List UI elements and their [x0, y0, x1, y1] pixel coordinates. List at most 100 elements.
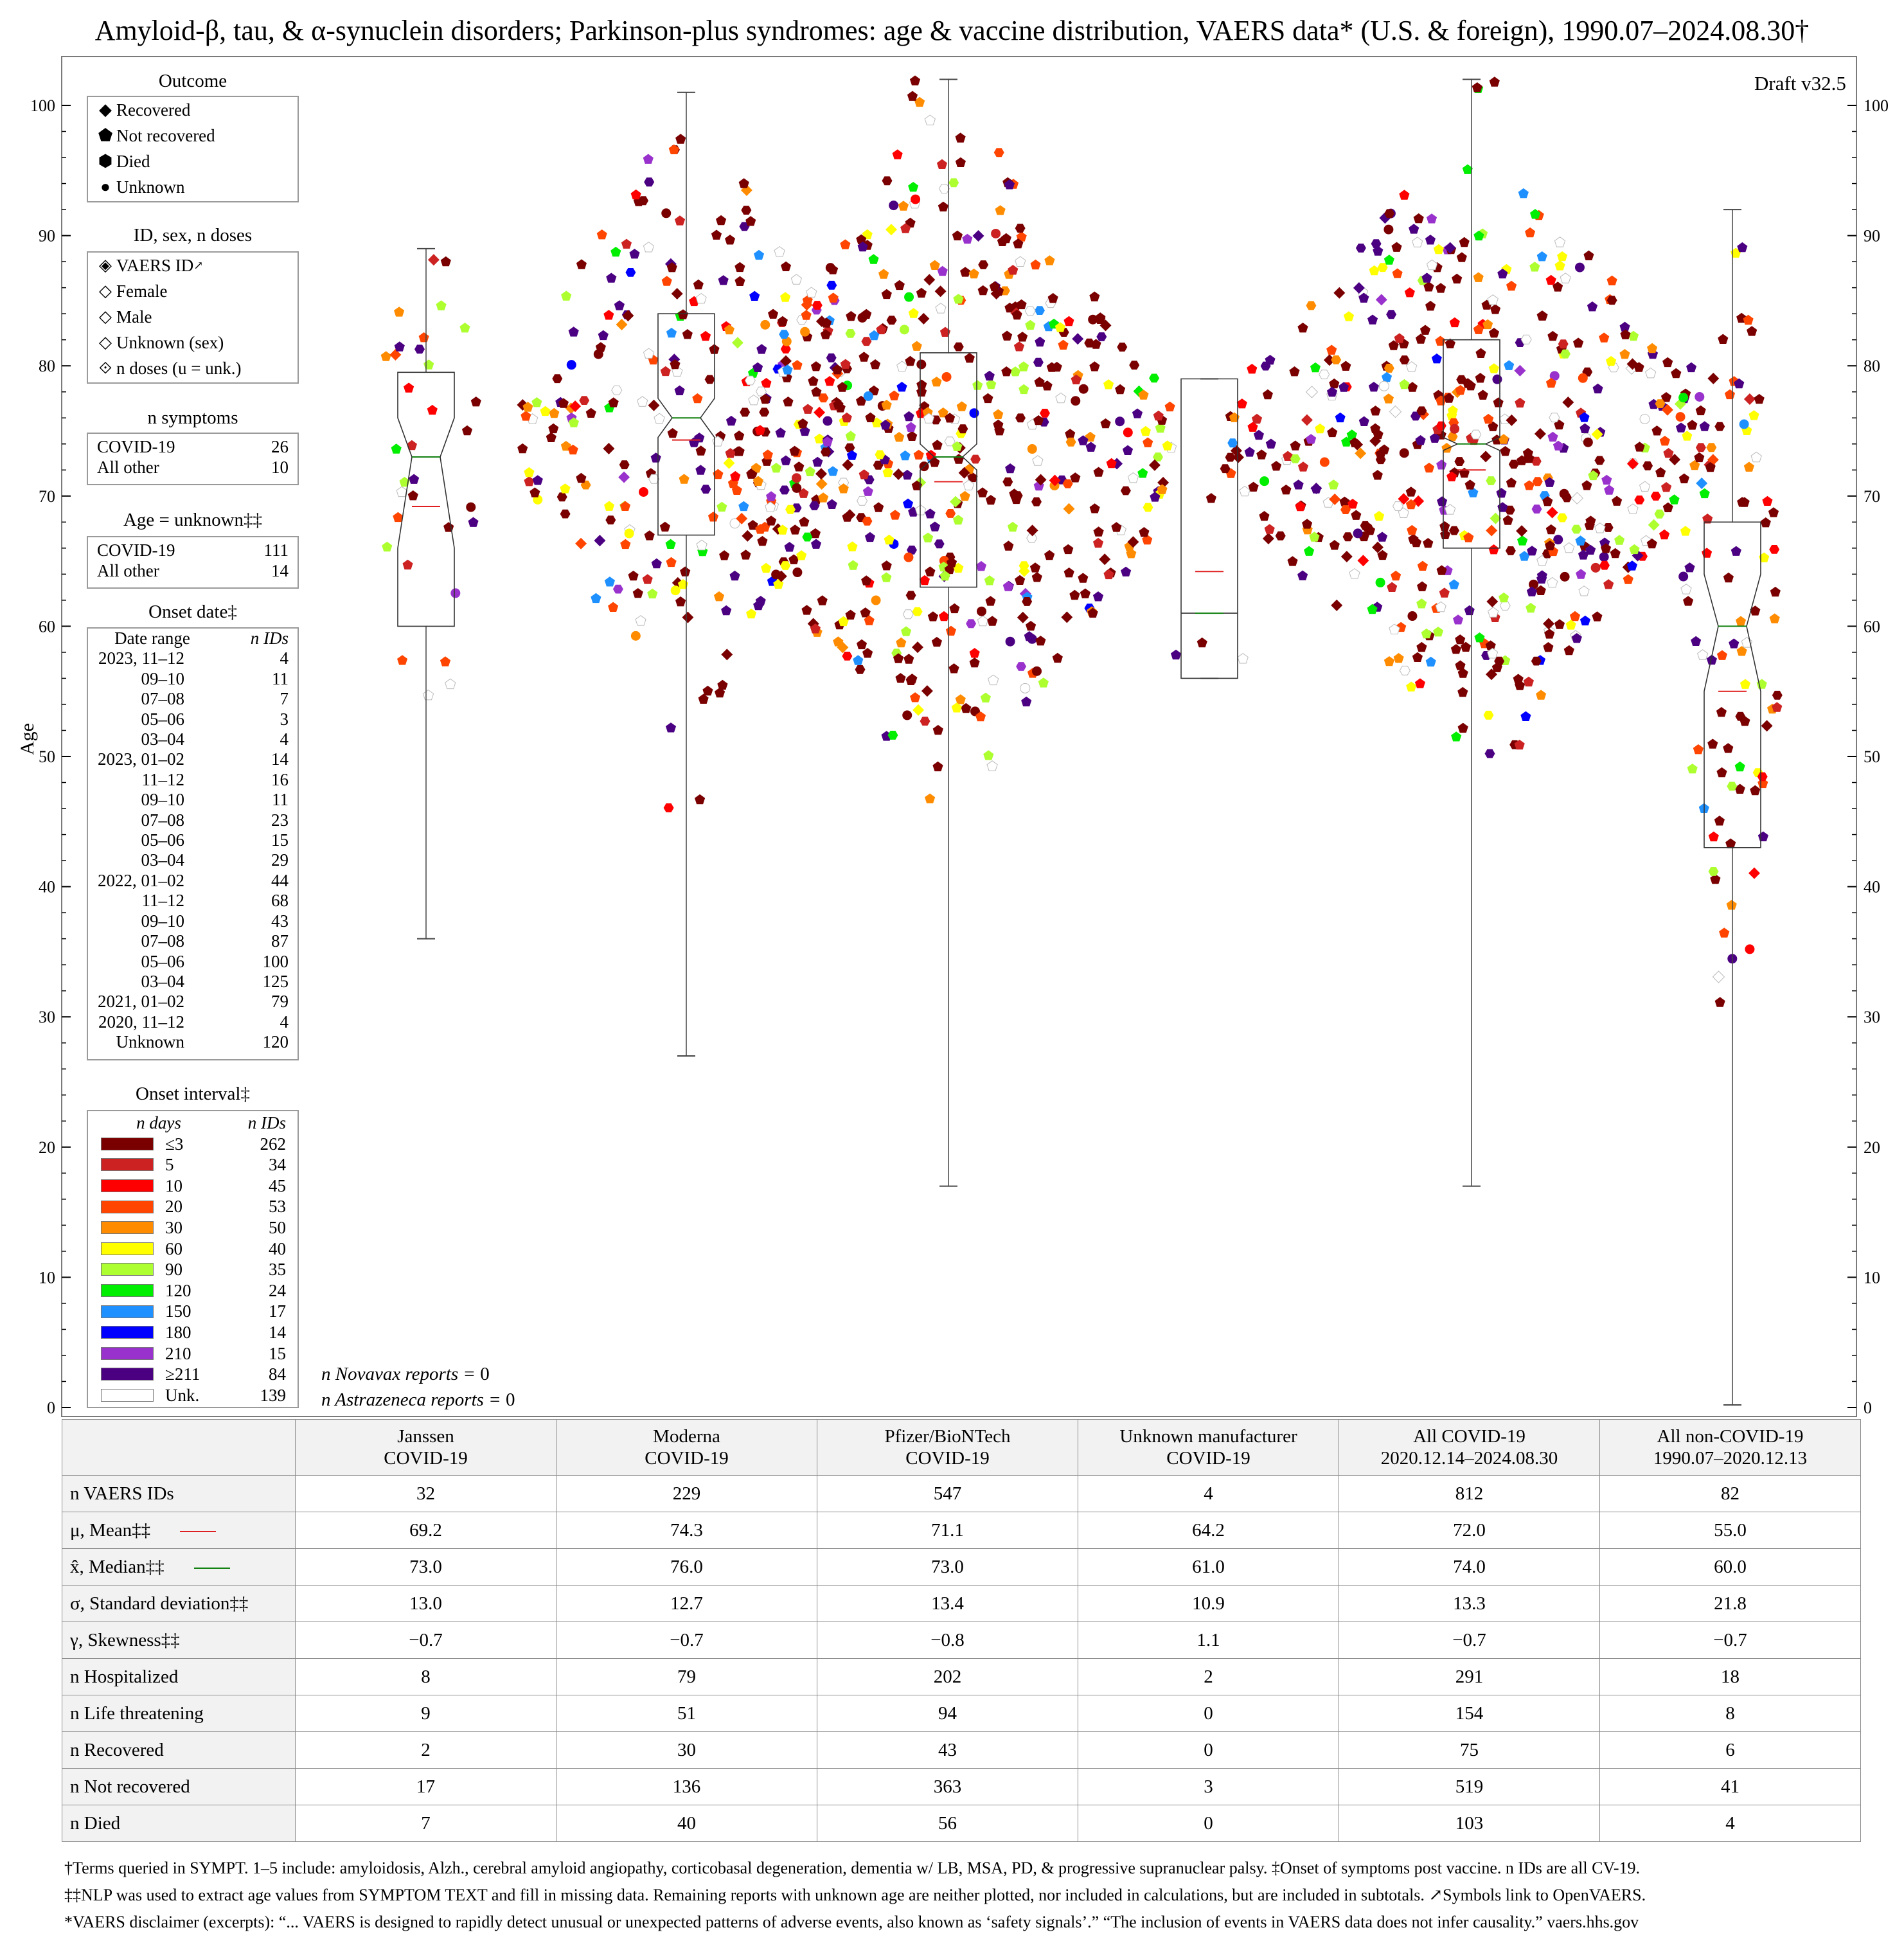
onset-date-row: 09–10 43: [88, 911, 298, 931]
data-point: [1514, 364, 1526, 377]
data-point: [1283, 451, 1294, 461]
interval-label: ≥211: [165, 1364, 200, 1384]
data-point: [862, 486, 873, 496]
data-point: [1606, 296, 1617, 305]
data-point: [1421, 628, 1432, 639]
onset-date-row: 2022, 01–02 44: [88, 871, 298, 891]
data-point: [1093, 526, 1104, 537]
date-range: 2020, 11–12: [98, 1012, 184, 1032]
data-point: [953, 514, 964, 525]
data-point: [716, 501, 727, 512]
data-point: [788, 554, 799, 564]
data-point: [1530, 209, 1541, 219]
data-point: [760, 319, 770, 330]
data-point: [762, 449, 773, 460]
data-point: [1531, 456, 1542, 466]
data-point: [1253, 429, 1264, 440]
data-point: [1573, 337, 1584, 348]
data-point: [1487, 647, 1499, 659]
data-point: [1018, 565, 1030, 577]
data-point: [995, 205, 1006, 215]
table-row: γ, Skewness‡‡ −0.7 −0.7 −0.8 1.1 −0.7 −0.7: [62, 1622, 1861, 1659]
data-point: [1423, 281, 1434, 292]
data-point: [1389, 623, 1400, 634]
data-point: [1340, 551, 1353, 562]
data-point: [1606, 275, 1617, 285]
data-point: [1626, 560, 1637, 571]
data-point: [1293, 479, 1304, 490]
data-point: [1731, 247, 1741, 258]
data-point: [986, 379, 997, 389]
data-point: [889, 510, 901, 520]
data-point: [1433, 627, 1444, 637]
data-point: [1502, 515, 1513, 525]
outcome-legend: ◆ Recovered ⬟ Not recovered ⬢ Died ● Unknown: [87, 96, 299, 202]
data-point: [450, 588, 461, 598]
data-point: [1754, 393, 1765, 404]
interval-label: 210: [165, 1343, 191, 1363]
data-point: [945, 413, 956, 423]
interval-label: Unk.: [165, 1385, 200, 1405]
data-point: [1619, 349, 1630, 359]
data-point: [695, 445, 706, 456]
data-point: [1148, 459, 1161, 471]
data-point: [1588, 470, 1599, 481]
data-point: [1769, 613, 1780, 623]
data-point: [986, 760, 998, 771]
data-point: [1435, 335, 1446, 346]
data-point: [1416, 598, 1427, 609]
data-point: [1357, 555, 1369, 567]
data-point: [394, 341, 405, 352]
notched-box: [1180, 378, 1238, 679]
data-point: [953, 454, 965, 464]
data-point: [862, 517, 873, 526]
data-point: [1051, 361, 1062, 372]
y-tick-label: 40: [1864, 878, 1880, 897]
data-point: [603, 443, 615, 454]
onset-interval-row: 5 34: [88, 1154, 298, 1175]
data-point: [576, 472, 587, 483]
table-cell: 0: [1078, 1695, 1339, 1732]
data-point: [916, 359, 927, 370]
data-point: [619, 460, 630, 470]
data-point: [1464, 605, 1475, 616]
data-point: [1675, 412, 1686, 422]
data-point: [931, 636, 942, 647]
table-cell: 74.3: [556, 1512, 817, 1549]
data-point: [931, 377, 942, 387]
data-point: [1297, 570, 1308, 580]
data-point: [643, 154, 654, 164]
data-point: [596, 229, 607, 240]
chart-title: Amyloid-β, tau, & α-synuclein disorders;…: [94, 15, 1810, 46]
data-point: [969, 648, 980, 658]
data-point: [1747, 326, 1757, 336]
data-point: [1343, 311, 1355, 321]
data-point: [568, 417, 579, 427]
data-point: [780, 455, 791, 465]
data-point: [1592, 383, 1603, 394]
data-point: [1574, 262, 1585, 273]
data-point: [1719, 927, 1730, 938]
table-cell: 6: [1599, 1731, 1861, 1769]
color-swatch: [101, 1179, 154, 1193]
data-point: [1439, 521, 1450, 532]
data-point: [862, 648, 873, 658]
data-point: [752, 476, 763, 486]
data-point: [1699, 421, 1710, 431]
table-row: x̂, Median‡‡ 73.0 76.0 73.0 61.0 74.0 60.0: [62, 1548, 1861, 1586]
data-point: [558, 398, 569, 408]
data-point: [1100, 418, 1111, 429]
data-point: [1536, 570, 1547, 580]
data-point: [1358, 416, 1369, 426]
data-point: [1287, 556, 1298, 566]
date-count: 16: [271, 769, 289, 789]
data-point: [423, 359, 434, 370]
data-point: [721, 648, 733, 661]
data-point: [524, 476, 535, 487]
date-range: 09–10: [141, 911, 185, 931]
data-point: [1612, 496, 1623, 506]
data-point: [1038, 677, 1049, 688]
date-range: 11–12: [141, 769, 185, 789]
data-point: [671, 288, 683, 299]
data-point: [1581, 480, 1592, 490]
